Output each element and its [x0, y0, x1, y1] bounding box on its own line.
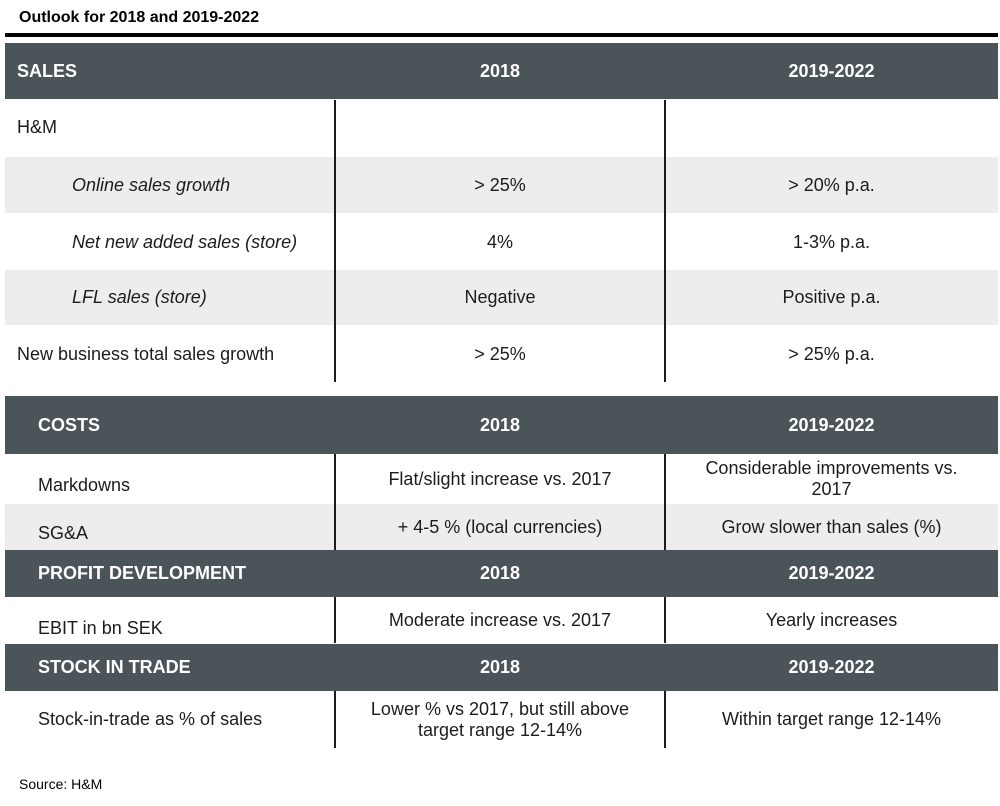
row-2019-2022: > 25% p.a.	[788, 344, 875, 364]
row-label: SG&A	[38, 523, 89, 543]
table-row: New business total sales growth > 25% > …	[5, 327, 998, 382]
row-label: Markdowns	[38, 475, 131, 495]
row-2018: Lower % vs 2017, but still above target …	[370, 698, 630, 740]
costs-header-2018: 2018	[479, 414, 521, 435]
row-2019-2022: Positive p.a.	[782, 287, 881, 307]
row-2019-2022: 1-3% p.a.	[792, 231, 871, 252]
sales-header-2019-2022: 2019-2022	[788, 60, 875, 81]
profit-table: PROFIT DEVELOPMENT 2018 2019-2022 EBIT i…	[5, 550, 998, 643]
table-row: H&M	[5, 100, 998, 155]
row-2018: Moderate increase vs. 2017	[388, 609, 612, 630]
row-2018: 4%	[486, 231, 513, 252]
row-2018: > 25%	[474, 174, 526, 195]
column-divider	[334, 691, 336, 748]
stock-header-row: STOCK IN TRADE 2018 2019-2022	[5, 644, 998, 691]
table-row: Online sales growth > 25% > 20% p.a.	[5, 157, 998, 213]
column-divider	[664, 100, 666, 382]
row-label: Net new added sales (store)	[72, 231, 298, 252]
column-divider	[664, 597, 666, 643]
row-2018: + 4-5 % (local currencies)	[397, 516, 603, 537]
sales-table: SALES 2018 2019-2022 H&M Online sales gr…	[5, 43, 998, 382]
table-row: Markdowns Flat/slight increase vs. 2017 …	[5, 454, 998, 504]
column-divider	[334, 100, 336, 382]
table-row: EBIT in bn SEK Moderate increase vs. 201…	[5, 597, 998, 643]
costs-header-row: COSTS 2018 2019-2022	[5, 396, 998, 454]
costs-header-2019-2022: 2019-2022	[788, 414, 875, 435]
sales-header-2018: 2018	[479, 60, 521, 81]
row-label: EBIT in bn SEK	[38, 618, 163, 638]
table-row: Stock-in-trade as % of sales Lower % vs …	[5, 691, 998, 748]
row-2018: Negative	[464, 287, 536, 307]
source-note: Source: H&M	[19, 776, 103, 792]
table-row: Net new added sales (store) 4% 1-3% p.a.	[5, 215, 998, 269]
stock-header-2018: 2018	[479, 657, 521, 677]
row-2018: > 25%	[474, 344, 526, 364]
profit-header-2018: 2018	[479, 563, 521, 583]
profit-header-label: PROFIT DEVELOPMENT	[38, 563, 247, 583]
row-2019-2022: > 20% p.a.	[788, 174, 875, 195]
title-rule	[5, 33, 998, 37]
row-label: Stock-in-trade as % of sales	[38, 709, 263, 729]
column-divider	[664, 691, 666, 748]
costs-table: COSTS 2018 2019-2022 Markdowns Flat/slig…	[5, 396, 998, 550]
sales-header-label: SALES	[17, 60, 78, 81]
row-label: H&M	[17, 117, 57, 137]
column-divider	[664, 454, 666, 550]
sales-header-row: SALES 2018 2019-2022	[5, 43, 998, 99]
row-label: LFL sales (store)	[72, 287, 207, 307]
row-2018: Flat/slight increase vs. 2017	[388, 468, 612, 489]
profit-header-row: PROFIT DEVELOPMENT 2018 2019-2022	[5, 550, 998, 597]
costs-header-label: COSTS	[38, 414, 101, 435]
stock-header-label: STOCK IN TRADE	[38, 657, 191, 677]
column-divider	[334, 597, 336, 643]
row-2019-2022	[665, 100, 998, 155]
table-row: SG&A + 4-5 % (local currencies) Grow slo…	[5, 504, 998, 550]
row-2019-2022: Yearly increases	[765, 609, 898, 630]
column-divider	[334, 454, 336, 550]
row-label: Online sales growth	[72, 174, 231, 195]
document-title: Outlook for 2018 and 2019-2022	[19, 9, 260, 26]
profit-header-2019-2022: 2019-2022	[788, 563, 875, 583]
stock-header-2019-2022: 2019-2022	[788, 657, 875, 677]
stock-table: STOCK IN TRADE 2018 2019-2022 Stock-in-t…	[5, 644, 998, 748]
row-2019-2022: Considerable improvements vs. 2017	[705, 458, 958, 499]
row-2019-2022: Grow slower than sales (%)	[721, 516, 942, 537]
table-row: LFL sales (store) Negative Positive p.a.	[5, 270, 998, 325]
row-2018	[335, 100, 665, 155]
row-2019-2022: Within target range 12-14%	[721, 709, 942, 729]
row-label: New business total sales growth	[17, 344, 275, 364]
